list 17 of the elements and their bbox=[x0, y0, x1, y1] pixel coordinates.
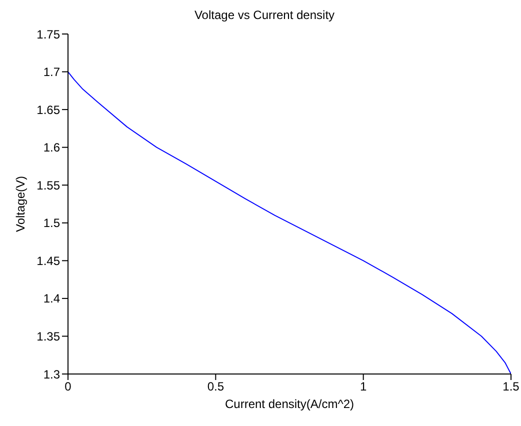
y-tick-label: 1.35 bbox=[36, 329, 60, 344]
x-tick-label: 0 bbox=[64, 380, 72, 394]
y-tick-label: 1.75 bbox=[36, 27, 60, 42]
y-tick-label: 1.65 bbox=[36, 102, 60, 117]
x-axis-title: Current density(A/cm^2) bbox=[225, 397, 354, 411]
x-tick-label: 0.5 bbox=[207, 380, 224, 394]
x-tick-label: 1 bbox=[360, 380, 367, 394]
y-tick-label: 1.3 bbox=[43, 367, 60, 382]
y-tick-label: 1.45 bbox=[36, 254, 60, 268]
chart-title: Voltage vs Current density bbox=[193, 8, 336, 24]
x-tick-label: 1.5 bbox=[502, 380, 520, 394]
y-tick-label: 1.6 bbox=[43, 140, 60, 155]
y-tick-label: 1.5 bbox=[43, 216, 60, 230]
y-tick-label: 1.55 bbox=[36, 178, 60, 192]
y-tick-label: 1.4 bbox=[43, 292, 60, 306]
y-tick-label: 1.7 bbox=[43, 65, 60, 80]
y-axis-title: Voltage(V) bbox=[13, 176, 28, 232]
